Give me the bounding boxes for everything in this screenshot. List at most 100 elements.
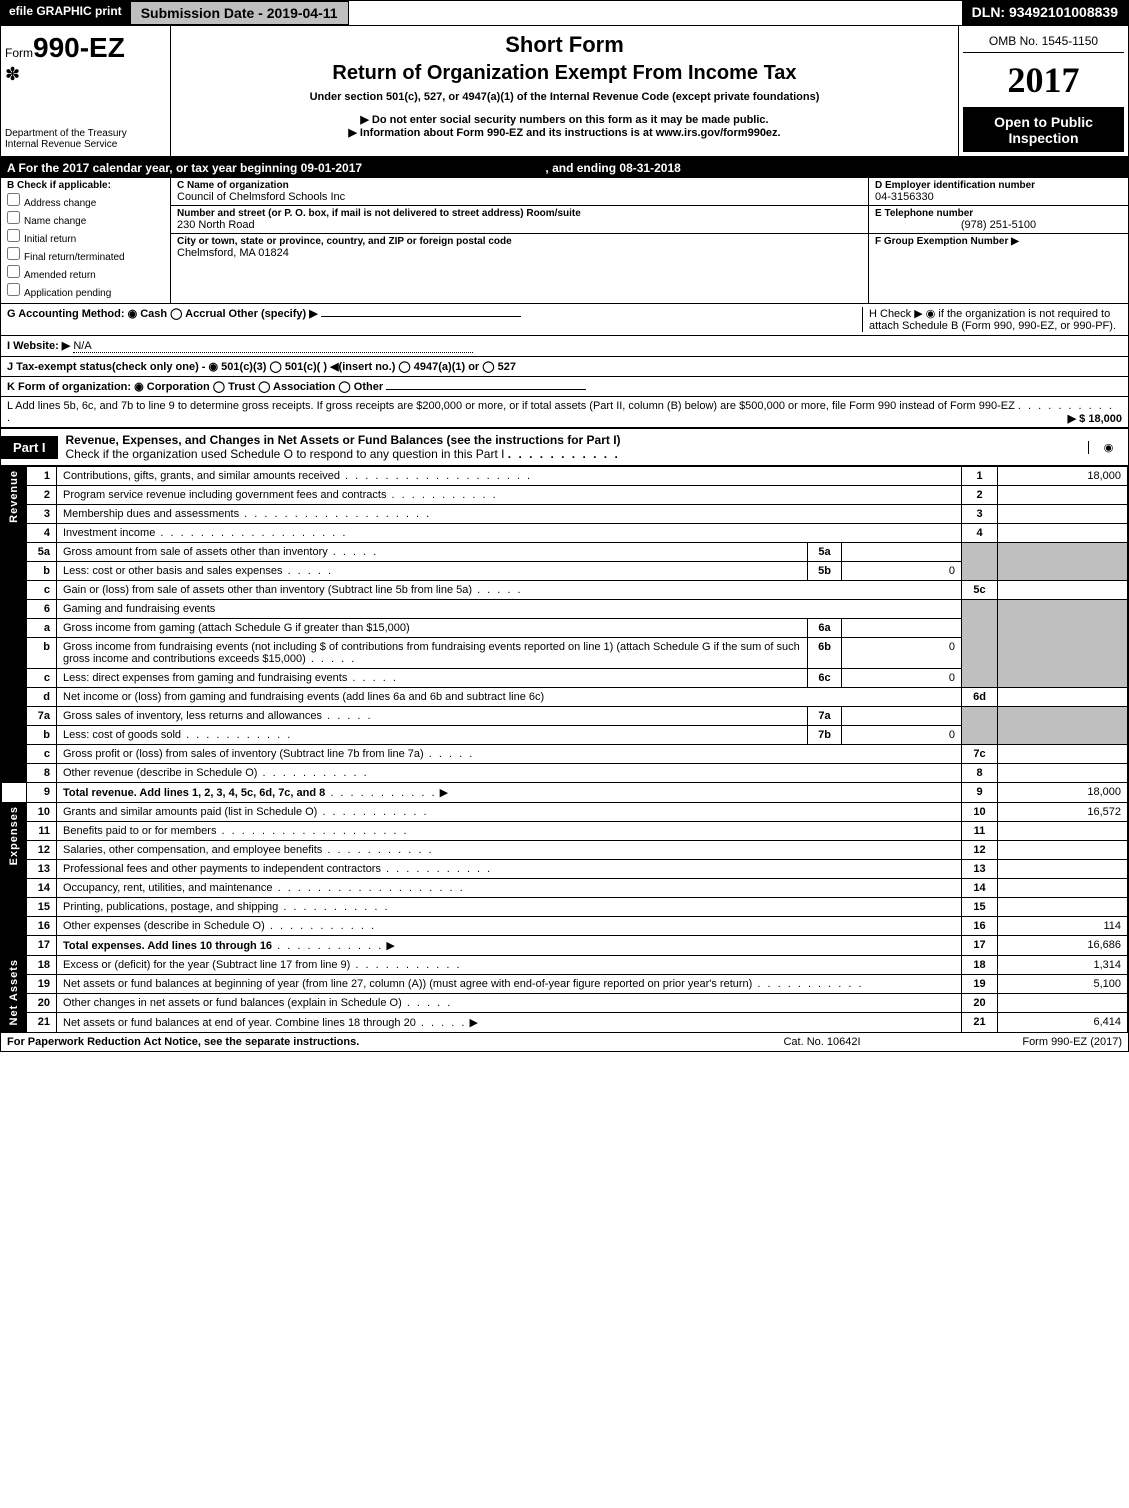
checkbox-icon[interactable] (7, 283, 20, 296)
org-name-hdr: C Name of organization (177, 180, 862, 191)
box-label: 13 (962, 860, 998, 879)
row-l-value: ▶ $ 18,000 (1068, 412, 1122, 425)
row-l: L Add lines 5b, 6c, and 7b to line 9 to … (1, 397, 1128, 428)
box-value (998, 841, 1128, 860)
footer-paperwork: For Paperwork Reduction Act Notice, see … (7, 1036, 722, 1048)
line-num: d (27, 688, 57, 707)
part-1-checkbox[interactable]: ◉ (1088, 441, 1128, 454)
other-org-line[interactable] (386, 389, 586, 390)
dots (283, 565, 334, 577)
checkbox-icon[interactable] (7, 211, 20, 224)
chk-amended-return[interactable]: Amended return (7, 265, 164, 281)
box-label: 18 (962, 956, 998, 975)
chk-application-pending[interactable]: Application pending (7, 283, 164, 299)
city-hdr: City or town, state or province, country… (177, 236, 862, 247)
box-value (998, 879, 1128, 898)
dots (402, 997, 453, 1009)
net-assets-side-label: Net Assets (2, 956, 27, 1033)
subbox-label: 5b (808, 562, 842, 581)
line-num: 4 (27, 524, 57, 543)
dots (273, 882, 465, 894)
line-desc: Net assets or fund balances at end of ye… (63, 1017, 416, 1029)
subbox-value: 0 (842, 562, 962, 581)
form-header: Form990-EZ ✽ Department of the Treasury … (1, 26, 1128, 158)
dots (322, 844, 433, 856)
checkbox-icon[interactable] (7, 247, 20, 260)
page-footer: For Paperwork Reduction Act Notice, see … (1, 1033, 1128, 1051)
line-num: 19 (27, 975, 57, 994)
section-h: H Check ▶ ◉ if the organization is not r… (862, 307, 1122, 332)
line-desc: Professional fees and other payments to … (63, 863, 381, 875)
section-a-end: , and ending 08-31-2018 (545, 161, 680, 175)
line-desc: Less: direct expenses from gaming and fu… (63, 672, 347, 684)
line-num: 20 (27, 994, 57, 1013)
subbox-value: 0 (842, 726, 962, 745)
dots (181, 729, 292, 741)
dots (317, 806, 428, 818)
shaded-cell (998, 543, 1128, 581)
line-num: 13 (27, 860, 57, 879)
line-desc: Other revenue (describe in Schedule O) (63, 767, 257, 779)
phone-hdr: E Telephone number (875, 208, 1122, 219)
revenue-side-label: Revenue (2, 467, 27, 783)
line-desc: Total revenue. Add lines 1, 2, 3, 4, 5c,… (63, 787, 325, 799)
dots (381, 863, 492, 875)
chk-name-change[interactable]: Name change (7, 211, 164, 227)
line-desc: Gaming and fundraising events (63, 603, 215, 615)
dln-label: DLN: 93492101008839 (962, 1, 1128, 25)
box-value (998, 860, 1128, 879)
dots (325, 787, 436, 799)
line-desc: Gross sales of inventory, less returns a… (63, 710, 322, 722)
section-a-text: A For the 2017 calendar year, or tax yea… (7, 161, 362, 175)
return-title: Return of Organization Exempt From Incom… (179, 62, 950, 85)
street-value: 230 North Road (177, 219, 862, 231)
box-label: 17 (962, 936, 998, 956)
subbox-value (842, 619, 962, 638)
part-1-title: Revenue, Expenses, and Changes in Net As… (66, 433, 621, 447)
box-value (998, 505, 1128, 524)
checkbox-icon[interactable] (7, 265, 20, 278)
top-bar: efile GRAPHIC print Submission Date - 20… (1, 1, 1128, 26)
line-desc: Program service revenue including govern… (63, 489, 386, 501)
chk-final-return[interactable]: Final return/terminated (7, 247, 164, 263)
part-1-tag: Part I (1, 436, 58, 459)
box-label: 21 (962, 1013, 998, 1033)
box-value: 5,100 (998, 975, 1128, 994)
box-label: 10 (962, 803, 998, 822)
subbox-value (842, 543, 962, 562)
row-k: K Form of organization: ◉ Corporation ◯ … (1, 377, 1128, 397)
form-number: Form990-EZ ✽ (5, 32, 166, 85)
line-num: 9 (27, 783, 57, 803)
dots (424, 748, 475, 760)
short-form-title: Short Form (179, 32, 950, 58)
accounting-method: G Accounting Method: ◉ Cash ◯ Accrual Ot… (7, 308, 318, 320)
line-desc: Occupancy, rent, utilities, and maintena… (63, 882, 273, 894)
other-specify-line[interactable] (321, 316, 521, 317)
note-info: ▶ Information about Form 990-EZ and its … (179, 126, 950, 139)
line-num: 1 (27, 467, 57, 486)
tax-exempt-status: J Tax-exempt status(check only one) - ◉ … (7, 361, 516, 373)
section-b-h-grid: B Check if applicable: Address change Na… (1, 178, 1128, 304)
line-desc: Gross income from gaming (attach Schedul… (63, 622, 410, 634)
city-value: Chelmsford, MA 01824 (177, 247, 862, 259)
chk-label: Application pending (24, 288, 111, 299)
chk-initial-return[interactable]: Initial return (7, 229, 164, 245)
chk-label: Name change (24, 216, 86, 227)
spacer (2, 783, 27, 803)
line-desc: Net income or (loss) from gaming and fun… (63, 691, 544, 703)
line-desc: Salaries, other compensation, and employ… (63, 844, 322, 856)
checkbox-icon[interactable] (7, 229, 20, 242)
line-desc: Net assets or fund balances at beginning… (63, 978, 752, 990)
box-value: 16,572 (998, 803, 1128, 822)
chk-address-change[interactable]: Address change (7, 193, 164, 209)
box-value: 18,000 (998, 467, 1128, 486)
box-value: 6,414 (998, 1013, 1128, 1033)
box-label: 12 (962, 841, 998, 860)
website-value: N/A (73, 340, 473, 353)
dots (306, 653, 357, 665)
shaded-cell (962, 543, 998, 581)
checkbox-icon[interactable] (7, 193, 20, 206)
line-desc: Total expenses. Add lines 10 through 16 (63, 940, 272, 952)
note-ssn: ▶ Do not enter social security numbers o… (179, 113, 950, 126)
dots (752, 978, 863, 990)
